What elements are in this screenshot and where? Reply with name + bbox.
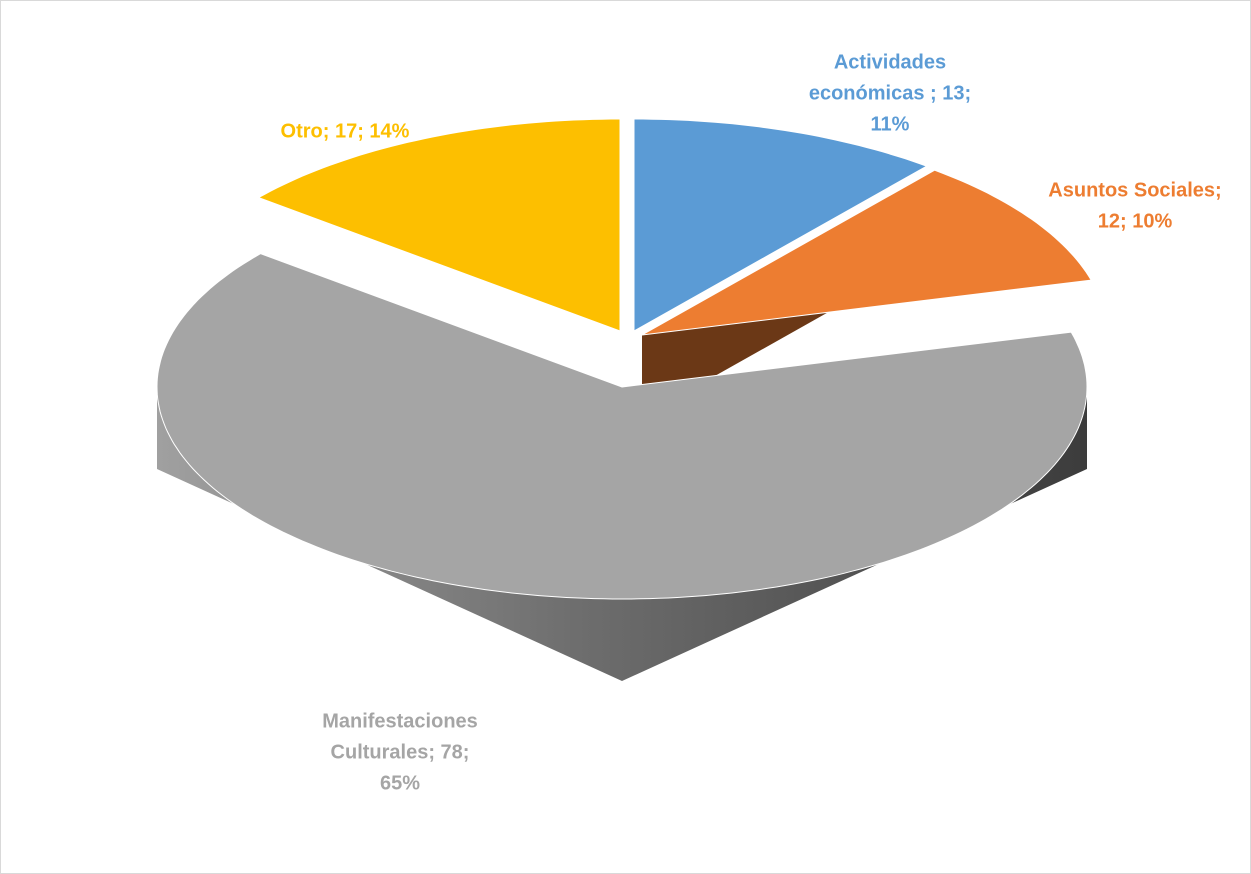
slice	[633, 118, 928, 332]
data-label: 65%	[380, 772, 420, 794]
data-label: Otro; 17; 14%	[281, 120, 410, 142]
slice	[257, 118, 621, 332]
data-label: económicas ; 13;	[809, 82, 971, 104]
data-label: 11%	[871, 113, 910, 135]
data-label: Asuntos Sociales;	[1048, 179, 1221, 201]
data-label: Culturales; 78;	[331, 741, 470, 763]
data-label: 12; 10%	[1098, 210, 1173, 232]
slice	[641, 169, 1093, 336]
data-label: Manifestaciones	[322, 710, 478, 732]
slice	[156, 253, 1088, 600]
data-label: Actividades	[834, 51, 946, 73]
slice-side	[157, 387, 1087, 681]
